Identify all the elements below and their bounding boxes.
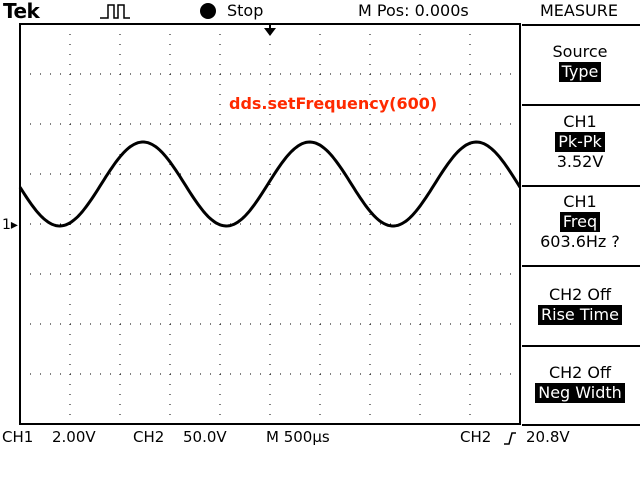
- source-label: Source: [552, 42, 608, 61]
- ch1-marker-arrow-icon: ▸: [10, 217, 18, 233]
- meas1-value: 3.52V: [556, 152, 604, 171]
- meas4-type: Neg Width: [535, 383, 625, 403]
- code-overlay-label: dds.setFrequency(600): [229, 94, 438, 113]
- brand-logo: Tek: [3, 0, 40, 23]
- ch2-scale: 50.0V: [183, 428, 227, 446]
- graticule-center-axes: [20, 24, 520, 424]
- ch1-ground-marker: 1▸: [2, 217, 18, 233]
- type-label: Type: [558, 62, 602, 82]
- side-menu-divider: [522, 104, 640, 106]
- meas2-button[interactable]: CH1 Freq 603.6Hz ?: [524, 192, 636, 252]
- meas3-channel: CH2 Off: [548, 285, 612, 304]
- side-menu-divider: [522, 185, 640, 187]
- rising-edge-icon: [504, 432, 516, 445]
- meas3-button[interactable]: CH2 Off Rise Time: [524, 285, 636, 325]
- ch1-waveform: [18, 140, 522, 228]
- meas1-button[interactable]: CH1 Pk-Pk 3.52V: [524, 112, 636, 172]
- top-status-bar: Tek Stop M Pos: 0.000s MEASURE: [0, 0, 640, 24]
- meas2-type: Freq: [559, 212, 601, 232]
- run-state-dot-icon: [200, 3, 216, 19]
- menu-title: MEASURE: [540, 1, 618, 20]
- meas2-value: 603.6Hz ?: [540, 232, 620, 251]
- ch1-label: CH1: [2, 428, 34, 446]
- side-menu-divider: [522, 424, 640, 426]
- main-position: M Pos: 0.000s: [358, 1, 469, 20]
- bottom-status-bar: CH1 2.00V CH2 50.0V M 500μs CH2 20.8V: [0, 428, 640, 450]
- meas1-type: Pk-Pk: [555, 132, 605, 152]
- side-menu-divider: [522, 265, 640, 267]
- trigger-level: 20.8V: [526, 428, 570, 446]
- trigger-pulse-icon: [100, 4, 130, 19]
- side-menu-divider: [522, 345, 640, 347]
- trigger-position-marker: [264, 28, 276, 36]
- meas1-channel: CH1: [563, 112, 597, 131]
- run-state: Stop: [227, 1, 264, 20]
- timebase: M 500μs: [266, 428, 330, 446]
- meas3-type: Rise Time: [538, 305, 622, 325]
- source-type-button[interactable]: Source Type: [524, 42, 636, 82]
- meas4-button[interactable]: CH2 Off Neg Width: [524, 363, 636, 403]
- ch2-label: CH2: [133, 428, 165, 446]
- ch1-scale: 2.00V: [52, 428, 96, 446]
- trigger-source: CH2: [460, 428, 492, 446]
- side-menu-divider: [522, 24, 640, 26]
- meas4-channel: CH2 Off: [548, 363, 612, 382]
- meas2-channel: CH1: [563, 192, 597, 211]
